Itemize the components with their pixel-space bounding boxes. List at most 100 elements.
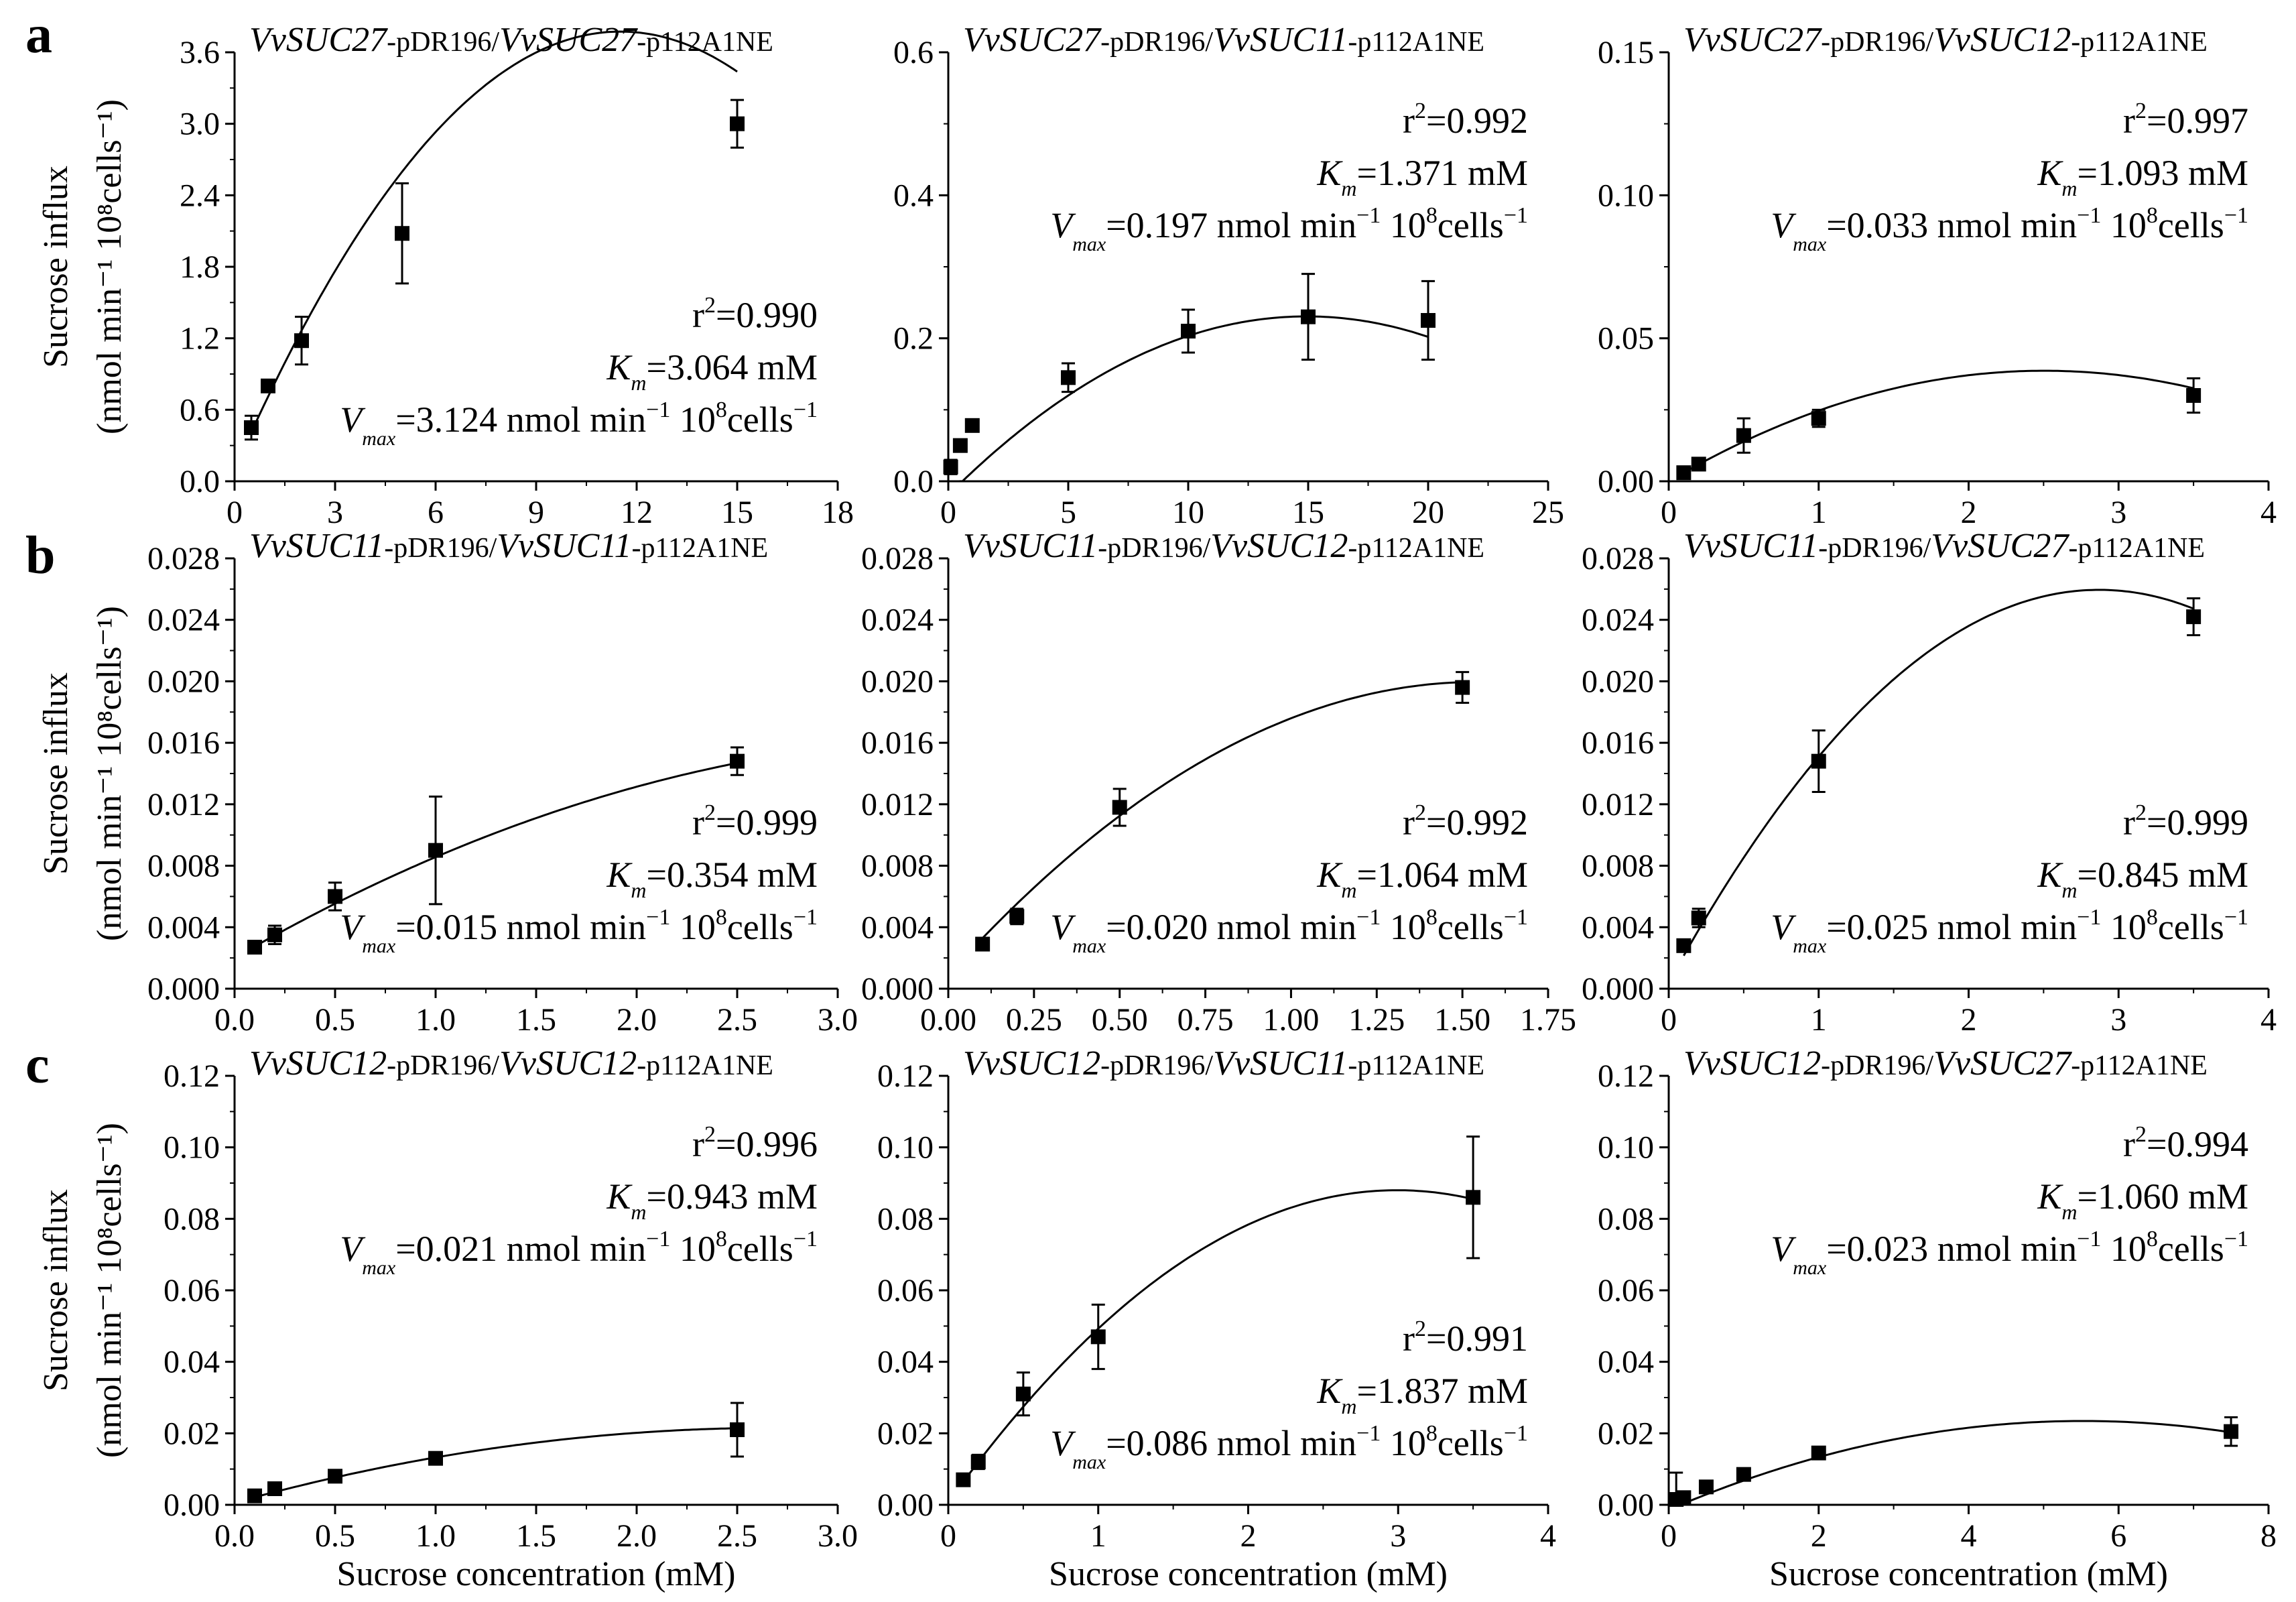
vmax-label: Vmax=0.020 nmol min−1 108cells−1 (1050, 905, 1528, 957)
chart-panel-9: 0.00 0.02 0.04 0.06 0.08 0.10 0.12 0 2 4 6 8 VvSUC12… (1598, 1044, 2277, 1593)
x-tick-label: 1.75 (1520, 1002, 1576, 1038)
x-tick-label: 0 (1661, 1518, 1677, 1554)
y-axis-label-line1: Sucrose influx (37, 1189, 75, 1392)
y-tick-label: 0.004 (861, 910, 934, 945)
x-tick-label: 9 (528, 495, 544, 530)
row-label-c: c (25, 1036, 50, 1095)
panel-title: VvSUC11-pDR196/VvSUC27-p112A1NE (1683, 527, 2205, 565)
y-tick-label: 0.020 (1582, 664, 1654, 699)
fit-curve (950, 315, 1429, 483)
x-tick-label: 1 (1811, 1002, 1827, 1038)
y-tick-label: 0.020 (147, 664, 220, 699)
y-tick-label: 0.012 (861, 787, 934, 822)
row-label-b: b (25, 526, 56, 585)
x-tick-label: 0 (1661, 495, 1677, 530)
y-tick-label: 1.2 (180, 321, 220, 357)
y-tick-label: 0.04 (877, 1345, 934, 1380)
y-tick-label: 0.10 (877, 1130, 934, 1166)
x-tick-label: 10 (1172, 495, 1204, 530)
data-point (1015, 1386, 1031, 1402)
data-point (1691, 456, 1706, 472)
x-tick-label: 0.00 (920, 1002, 976, 1038)
data-point (294, 333, 309, 349)
data-point (1301, 309, 1316, 324)
vmax-label: Vmax=3.124 nmol min−1 108cells−1 (340, 397, 818, 450)
data-point (267, 927, 282, 942)
x-tick-label: 1.00 (1263, 1002, 1319, 1038)
x-axis-label: Sucrose concentration (mM) (1049, 1555, 1448, 1593)
y-tick-label: 3.0 (180, 107, 220, 142)
y-tick-label: 0.024 (861, 603, 934, 638)
y-axis-label-line2: (nmol min⁻¹ 10⁸cells⁻¹) (90, 1123, 129, 1458)
y-tick-label: 0.000 (861, 971, 934, 1007)
chart-panel-4: 0.000 0.004 0.008 0.012 0.016 0.020 0.024 0.028… (147, 527, 858, 1038)
data-point (395, 226, 409, 241)
y-tick-label: 0.008 (861, 849, 934, 884)
km-label: Km=0.943 mM (606, 1176, 818, 1224)
x-tick-label: 2 (1811, 1518, 1827, 1554)
fit-curve (982, 681, 1463, 939)
vmax-label: Vmax=0.086 nmol min−1 108cells−1 (1050, 1421, 1528, 1473)
data-point (1676, 465, 1692, 481)
x-tick-label: 3 (1390, 1518, 1406, 1554)
fit-curve (1676, 1420, 2232, 1506)
y-tick-label: 0.00 (1598, 1487, 1654, 1523)
x-tick-label: 1.0 (416, 1002, 456, 1038)
chart-panel-2: 0.0 0.2 0.4 0.6 0 5 10 15 20 25 VvSUC27-pDR196/VvS… (893, 21, 1564, 530)
chart-panel-7: 0.00 0.02 0.04 0.06 0.08 0.10 0.12 0.0 0.5 1.0 1.5… (164, 1044, 858, 1593)
y-tick-label: 0.10 (1598, 178, 1654, 213)
vmax-label: Vmax=0.023 nmol min−1 108cells−1 (1771, 1227, 2248, 1279)
x-tick-label: 1.5 (516, 1518, 556, 1554)
x-tick-label: 1.0 (416, 1518, 456, 1554)
data-point (247, 940, 262, 955)
x-tick-label: 2.5 (717, 1518, 757, 1554)
x-tick-label: 0 (940, 495, 956, 530)
x-tick-label: 2.5 (717, 1002, 757, 1038)
data-point (1421, 313, 1436, 328)
x-tick-label: 3.0 (818, 1518, 858, 1554)
data-point (730, 753, 745, 769)
x-tick-label: 8 (2260, 1518, 2277, 1554)
panel-title: VvSUC27-pDR196/VvSUC11-p112A1NE (963, 21, 1484, 59)
y-axis-label-row-b: Sucrose influx (nmol min⁻¹ 10⁸cells⁻¹) (37, 606, 129, 941)
y-tick-label: 3.6 (180, 35, 220, 70)
chart-panel-1: 0.0 0.6 1.2 1.8 2.4 3.0 3.6 0 3 6 9 12 15 18 VvSUC27-p… (180, 21, 854, 530)
data-point (328, 1469, 342, 1484)
fit-curve (254, 1427, 738, 1499)
x-tick-label: 4 (2260, 495, 2277, 530)
y-tick-label: 0.008 (1582, 849, 1654, 884)
data-point (1811, 411, 1826, 426)
r-squared-label: r2=0.997 (2123, 99, 2248, 141)
x-tick-label: 2.0 (617, 1518, 657, 1554)
data-point (1090, 1329, 1106, 1345)
y-axis-label-line2: (nmol min⁻¹ 10⁸cells⁻¹) (90, 99, 129, 434)
x-tick-label: 3 (2110, 495, 2126, 530)
data-point (1691, 910, 1706, 926)
y-tick-label: 0.04 (1598, 1345, 1654, 1380)
x-tick-label: 0.5 (315, 1518, 355, 1554)
data-point (1811, 753, 1826, 769)
y-axis-label-line2: (nmol min⁻¹ 10⁸cells⁻¹) (90, 606, 129, 941)
r-squared-label: r2=0.996 (692, 1122, 818, 1164)
data-point (2186, 388, 2202, 403)
y-tick-label: 0.08 (164, 1201, 220, 1237)
chart-panel-8: 0.00 0.02 0.04 0.06 0.08 0.10 0.12 0 1 2 3 4 VvSUC12… (877, 1044, 1556, 1593)
x-tick-label: 0.0 (214, 1518, 255, 1554)
y-tick-label: 0.008 (147, 849, 220, 884)
x-tick-label: 0 (227, 495, 243, 530)
km-label: Km=1.060 mM (2037, 1176, 2248, 1224)
data-point (1676, 1490, 1692, 1505)
y-axis-label-row-c: Sucrose influx (nmol min⁻¹ 10⁸cells⁻¹) (37, 1123, 129, 1458)
x-tick-label: 0 (1661, 1002, 1677, 1038)
y-tick-label: 0.016 (147, 725, 220, 761)
x-tick-label: 3 (2110, 1002, 2126, 1038)
panel-title: VvSUC12-pDR196/VvSUC11-p112A1NE (963, 1044, 1484, 1083)
y-tick-label: 0.016 (1582, 725, 1654, 761)
y-tick-label: 0.0 (893, 464, 934, 499)
data-point (1736, 1467, 1751, 1482)
y-tick-label: 0.004 (147, 910, 220, 945)
panel-title: VvSUC27-pDR196/VvSUC12-p112A1NE (1683, 21, 2208, 59)
data-point (247, 1488, 262, 1503)
data-point (328, 889, 342, 904)
data-point (964, 418, 980, 433)
